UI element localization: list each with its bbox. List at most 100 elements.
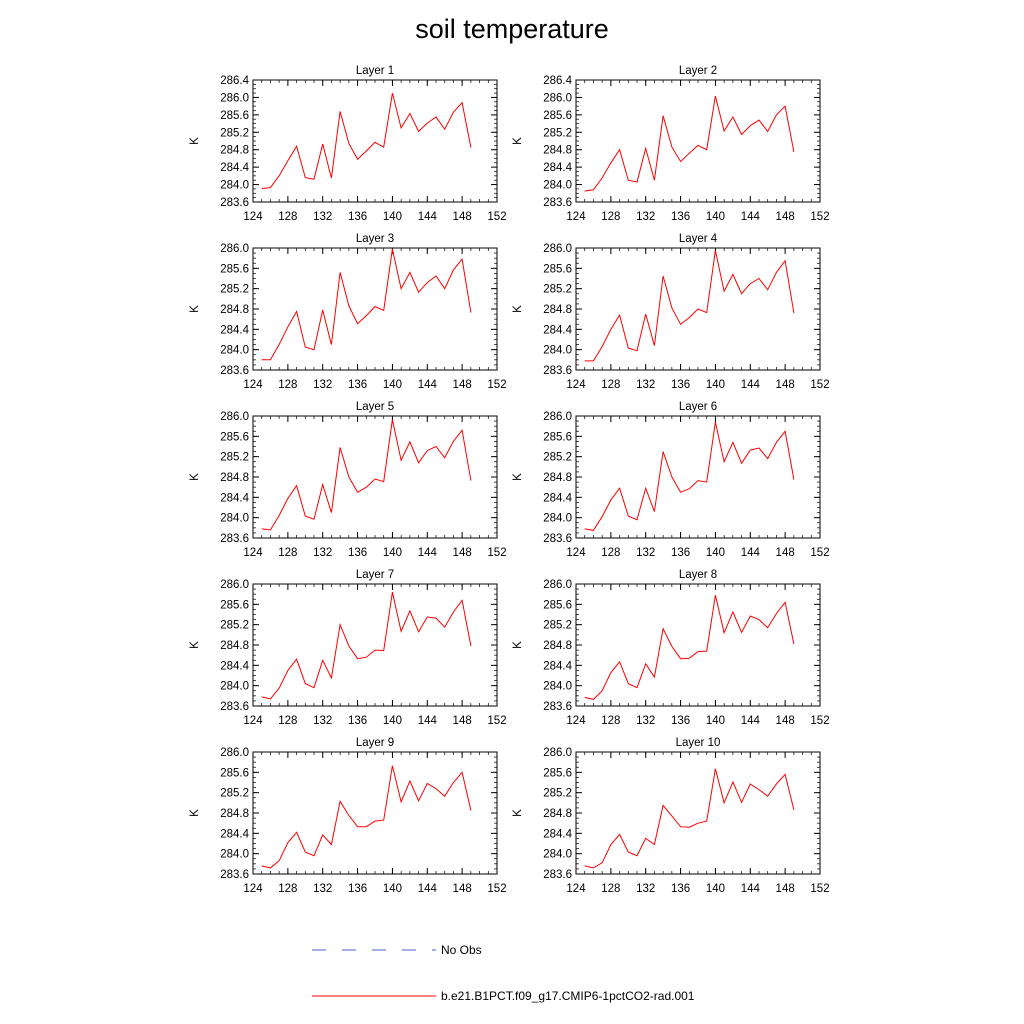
y-axis-label: K bbox=[189, 641, 201, 649]
x-tick-label: 144 bbox=[741, 883, 761, 895]
y-tick-label: 284.0 bbox=[220, 849, 249, 861]
x-tick-label: 152 bbox=[810, 883, 829, 895]
x-tick-label: 128 bbox=[601, 883, 620, 895]
y-tick-label: 286.0 bbox=[543, 92, 572, 104]
x-tick-label: 140 bbox=[706, 715, 725, 727]
x-tick-label: 140 bbox=[383, 379, 402, 391]
series-line bbox=[584, 595, 795, 700]
y-tick-label: 284.0 bbox=[220, 180, 249, 192]
x-tick-label: 148 bbox=[453, 211, 472, 223]
plot-frame bbox=[252, 583, 498, 707]
x-tick-label: 152 bbox=[810, 379, 829, 391]
x-tick-label: 144 bbox=[418, 547, 438, 559]
y-tick-label: 284.0 bbox=[543, 681, 572, 693]
y-tick-label: 284.4 bbox=[220, 828, 249, 840]
y-tick-label: 284.8 bbox=[220, 640, 249, 652]
panel-title: Layer 5 bbox=[356, 401, 394, 413]
series-line bbox=[584, 768, 795, 869]
y-tick-label: 284.0 bbox=[543, 513, 572, 525]
chart-panel-layer-6: 124 128 132 136 140 144 148 152 283.6 284.0 284.4 2… bbox=[512, 401, 830, 559]
y-axis-label: K bbox=[512, 641, 524, 649]
y-tick-label: 284.8 bbox=[543, 145, 572, 157]
x-tick-label: 136 bbox=[348, 883, 367, 895]
x-tick-label: 136 bbox=[671, 379, 690, 391]
x-tick-label: 144 bbox=[418, 883, 438, 895]
x-tick-label: 124 bbox=[243, 715, 263, 727]
y-axis-label: K bbox=[512, 809, 524, 817]
page-title: soil temperature bbox=[415, 14, 609, 44]
y-tick-label: 285.2 bbox=[543, 620, 572, 632]
y-tick-label: 284.8 bbox=[543, 472, 572, 484]
y-axis-label: K bbox=[189, 809, 201, 817]
x-tick-label: 132 bbox=[636, 211, 655, 223]
y-tick-label: 283.6 bbox=[543, 197, 572, 209]
y-tick-label: 286.0 bbox=[220, 579, 249, 591]
y-tick-label: 283.6 bbox=[220, 701, 249, 713]
y-tick-label: 285.6 bbox=[220, 110, 249, 122]
x-tick-label: 132 bbox=[636, 715, 655, 727]
x-tick-label: 132 bbox=[313, 883, 332, 895]
y-tick-label: 284.4 bbox=[220, 492, 249, 504]
series-line bbox=[261, 419, 472, 531]
x-tick-label: 144 bbox=[418, 379, 438, 391]
y-axis-label: K bbox=[512, 137, 524, 145]
y-tick-label: 284.8 bbox=[220, 145, 249, 157]
chart-panel-layer-5: 124 128 132 136 140 144 148 152 283.6 284.0 284.4 2… bbox=[189, 401, 507, 559]
y-tick-label: 285.2 bbox=[543, 127, 572, 139]
y-tick-label: 284.0 bbox=[543, 345, 572, 357]
panel-title: Layer 9 bbox=[356, 737, 394, 749]
chart-panel-layer-8: 124 128 132 136 140 144 148 152 283.6 284.0 284.4 2… bbox=[512, 569, 830, 727]
y-tick-label: 286.0 bbox=[543, 243, 572, 255]
x-tick-label: 124 bbox=[243, 547, 263, 559]
y-tick-label: 285.6 bbox=[543, 767, 572, 779]
x-tick-label: 140 bbox=[706, 547, 725, 559]
x-tick-label: 140 bbox=[383, 883, 402, 895]
y-tick-label: 286.0 bbox=[220, 747, 249, 759]
y-tick-label: 286.0 bbox=[543, 411, 572, 423]
y-tick-label: 284.8 bbox=[220, 472, 249, 484]
x-tick-label: 148 bbox=[776, 715, 795, 727]
chart-panel-layer-9: 124 128 132 136 140 144 148 152 283.6 284.0 284.4 2… bbox=[189, 737, 507, 895]
x-tick-label: 128 bbox=[278, 547, 297, 559]
x-tick-label: 124 bbox=[243, 211, 263, 223]
y-tick-label: 285.6 bbox=[220, 263, 249, 275]
plot-frame bbox=[252, 751, 498, 875]
x-tick-label: 128 bbox=[601, 547, 620, 559]
y-tick-label: 284.0 bbox=[220, 681, 249, 693]
y-tick-label: 285.2 bbox=[220, 284, 249, 296]
y-axis-label: K bbox=[512, 305, 524, 313]
y-tick-label: 285.6 bbox=[220, 599, 249, 611]
x-tick-label: 152 bbox=[487, 883, 506, 895]
x-tick-label: 140 bbox=[383, 715, 402, 727]
y-tick-label: 284.0 bbox=[220, 345, 249, 357]
plot-frame bbox=[252, 415, 498, 539]
x-tick-label: 148 bbox=[453, 379, 472, 391]
y-tick-label: 283.6 bbox=[220, 869, 249, 881]
x-tick-label: 132 bbox=[636, 547, 655, 559]
y-tick-label: 285.2 bbox=[220, 452, 249, 464]
y-tick-label: 286.4 bbox=[543, 75, 572, 87]
x-tick-label: 128 bbox=[278, 883, 297, 895]
x-tick-label: 152 bbox=[810, 715, 829, 727]
x-tick-label: 128 bbox=[278, 211, 297, 223]
y-tick-label: 286.0 bbox=[220, 411, 249, 423]
y-tick-label: 284.0 bbox=[220, 513, 249, 525]
x-tick-label: 128 bbox=[278, 379, 297, 391]
y-tick-label: 285.6 bbox=[220, 431, 249, 443]
y-axis-label: K bbox=[189, 305, 201, 313]
x-tick-label: 132 bbox=[313, 547, 332, 559]
series-line bbox=[584, 250, 795, 362]
y-tick-label: 283.6 bbox=[220, 197, 249, 209]
y-tick-label: 284.8 bbox=[220, 304, 249, 316]
x-tick-label: 128 bbox=[601, 715, 620, 727]
x-tick-label: 144 bbox=[741, 715, 761, 727]
x-tick-label: 132 bbox=[313, 379, 332, 391]
panel-title: Layer 10 bbox=[676, 737, 721, 749]
y-axis-label: K bbox=[189, 473, 201, 481]
x-tick-label: 136 bbox=[671, 547, 690, 559]
y-tick-label: 284.8 bbox=[543, 304, 572, 316]
y-axis-label: K bbox=[189, 137, 201, 145]
x-tick-label: 124 bbox=[566, 211, 586, 223]
x-tick-label: 148 bbox=[776, 547, 795, 559]
plot-frame bbox=[575, 79, 821, 203]
